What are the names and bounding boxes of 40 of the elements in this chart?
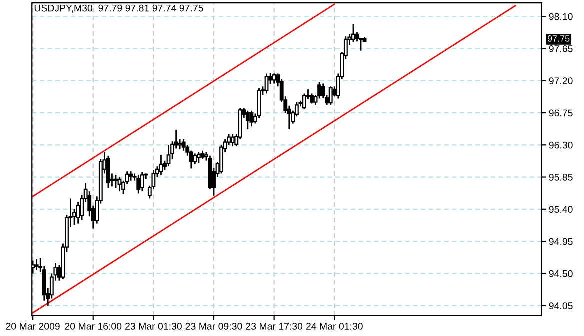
candlestick xyxy=(272,73,276,84)
candlestick xyxy=(246,110,250,130)
candlestick xyxy=(302,93,306,110)
y-tick-label: 94.95 xyxy=(549,238,573,246)
candlestick xyxy=(230,134,235,148)
candlestick xyxy=(352,24,356,43)
x-tick-label: 23 Mar 17:30 xyxy=(246,323,303,330)
candlestick xyxy=(193,153,198,166)
candlestick xyxy=(114,174,118,189)
candlestick xyxy=(355,32,360,42)
x-tick-label: 23 Mar 01:30 xyxy=(126,323,182,330)
chart-title: USDJPY,M30 97.79 97.81 97.74 97.75 xyxy=(34,4,204,13)
candlestick xyxy=(250,110,254,128)
candlestick xyxy=(310,93,314,104)
x-tick-label: 23 Mar 09:30 xyxy=(186,323,242,330)
y-tick-label: 96.30 xyxy=(549,142,573,149)
y-tick-label: 94.05 xyxy=(549,302,573,310)
y-tick-label: 96.75 xyxy=(549,110,573,117)
candlestick xyxy=(34,258,39,271)
x-tick-label: 20 Mar 2009 xyxy=(6,323,60,330)
candlestick xyxy=(136,174,141,194)
candlestick xyxy=(129,170,134,182)
candlestick xyxy=(159,154,164,176)
y-tick-label: 98.10 xyxy=(549,13,573,20)
candlestick xyxy=(140,172,144,192)
y-tick-label: 97.20 xyxy=(549,78,573,84)
y-tick-label: 95.40 xyxy=(549,206,573,214)
candlestick xyxy=(196,152,201,164)
x-tick-label: 24 Mar 01:30 xyxy=(306,323,363,330)
candlestick xyxy=(178,138,182,150)
candlestick xyxy=(264,73,269,94)
y-tick-label: 94.50 xyxy=(549,270,573,278)
candlestick xyxy=(166,144,171,168)
y-tick-label: 97.65 xyxy=(549,45,573,52)
text: 97.75 xyxy=(548,36,570,42)
candlestick xyxy=(182,138,186,152)
candlestick xyxy=(118,176,122,192)
y-tick-label: 95.85 xyxy=(549,174,573,181)
x-tick-label: 20 Mar 16:00 xyxy=(65,323,122,330)
candlestick xyxy=(328,86,333,106)
